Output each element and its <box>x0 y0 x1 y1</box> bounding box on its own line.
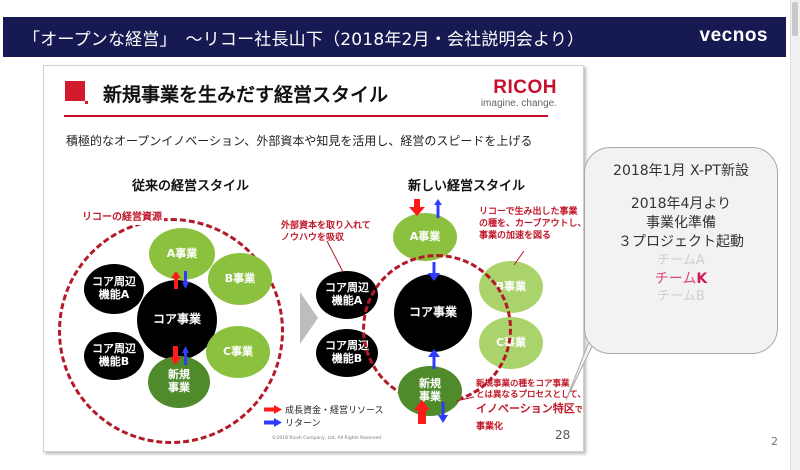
right-node-a: A事業 <box>393 213 457 261</box>
resource-ring <box>58 218 284 444</box>
callout-leader-lines <box>326 240 525 402</box>
left-node-b: B事業 <box>208 253 272 305</box>
legend-red-label: 成長資金・経営リソース <box>285 406 384 416</box>
team-a: チームA <box>657 253 705 268</box>
red-square-icon <box>65 81 88 104</box>
callout-line-1: 2018年1月 X-PT新設 <box>613 163 749 179</box>
legend-red: 成長資金・経営リソース <box>264 403 384 416</box>
right-top-arrows-icon <box>409 199 442 218</box>
ricoh-tagline: imagine. change. <box>480 98 557 109</box>
left-node-a: A事業 <box>149 228 215 280</box>
left-heading: 従来の経営スタイル <box>132 179 250 194</box>
scrollbar-thumb[interactable] <box>792 2 798 36</box>
left-bottom-arrows-icon <box>170 346 189 365</box>
blue-arrow-icon <box>264 418 282 427</box>
team-k-prefix: チーム <box>654 271 697 287</box>
right-node-new: 新規 事業 <box>398 366 462 416</box>
core-up-arrow-icon <box>428 349 440 369</box>
slide-lead-text: 積極的なオープンイノベーション、外部資本や知見を活用し、経営のスピードを上げる <box>66 134 533 148</box>
title-divider <box>64 115 548 117</box>
callout-line-4: ３プロジェクト起動 <box>618 234 744 250</box>
callout-line-2: 2018年4月より <box>630 196 732 212</box>
transition-chevron-icon <box>300 292 318 344</box>
slide-page-number: 28 <box>555 428 571 442</box>
embedded-slide: 新規事業を生みだす経営スタイル RICOH imagine. change. 積… <box>43 65 584 452</box>
left-node-c: C事業 <box>206 326 270 378</box>
red-arrow-icon <box>264 405 282 414</box>
note-carve-out: リコーで生み出した事業 の種を、カーブアウトし、 事業の加速を図る <box>479 207 584 242</box>
brand-logo: vecnos <box>699 25 768 46</box>
right-bottom-arrows-icon <box>414 400 448 424</box>
note-innovation-1: 新規事業の種をコア事業 とは異なるプロセスとして、 <box>476 379 584 401</box>
core-down-arrow-icon <box>428 262 440 281</box>
ring-label: リコーの経営資源 <box>80 211 164 225</box>
note-external-capital: 外部資本を取り入れて ノウハウを吸収 <box>281 221 371 244</box>
vertical-scrollbar[interactable] <box>790 0 800 470</box>
copyright: ©2018 Ricoh Company, Ltd. All Rights Res… <box>272 436 382 441</box>
legend-blue-label: リターン <box>285 419 321 429</box>
team-k-letter: K <box>696 271 708 287</box>
left-node-new: 新規 事業 <box>148 356 210 408</box>
innovation-zone-suffix: で <box>574 405 583 414</box>
page-title: 「オープンな経営」 ～リコー社長山下（2018年2月・会社説明会より） <box>23 30 585 50</box>
legend-blue: リターン <box>264 416 321 429</box>
left-node-periph-a: コア周辺 機能A <box>84 264 144 314</box>
team-b: チームB <box>657 289 705 304</box>
innovation-zone-label: イノベーション特区 <box>476 402 575 415</box>
left-top-arrows-icon <box>171 271 189 289</box>
right-heading: 新しい経営スタイル <box>408 179 526 194</box>
left-node-periph-b: コア周辺 機能B <box>84 332 144 380</box>
callout-bubble: 2018年1月 X-PT新設 2018年4月より 事業化準備 ３プロジェクト起動… <box>584 147 778 354</box>
title-bar: 「オープンな経営」 ～リコー社長山下（2018年2月・会社説明会より） vecn… <box>3 17 786 57</box>
ricoh-logo: RICOH imagine. change. <box>480 77 557 110</box>
page-number: 2 <box>771 435 778 448</box>
slide-title: 新規事業を生みだす経営スタイル <box>103 84 389 106</box>
note-innovation-2: 事業化 <box>476 422 504 432</box>
note-innovation-big: イノベーション特区で <box>476 402 583 417</box>
team-k: チームK <box>585 270 777 288</box>
callout-line-3: 事業化準備 <box>646 215 716 231</box>
ricoh-wordmark: RICOH <box>493 77 557 98</box>
